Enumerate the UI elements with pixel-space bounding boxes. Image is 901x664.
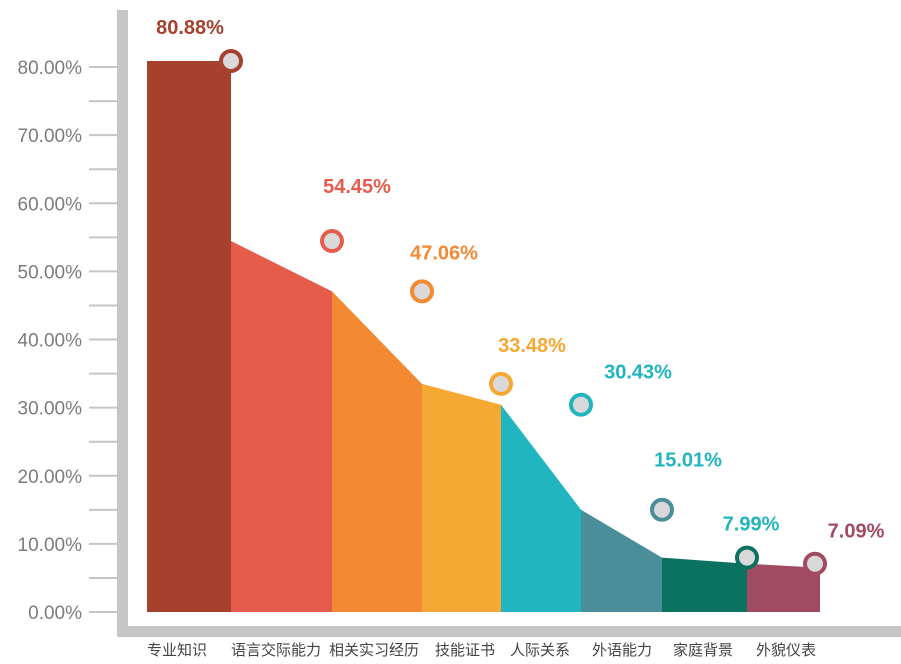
y-tick-label: 60.00% xyxy=(18,194,83,215)
data-point-marker xyxy=(320,229,344,254)
category-label: 外貌仪表 xyxy=(756,641,816,659)
y-tick-label: 20.00% xyxy=(18,467,83,488)
data-label: 7.99% xyxy=(723,514,780,536)
bar-8 xyxy=(747,563,820,612)
data-point-marker xyxy=(489,371,513,396)
data-label: 15.01% xyxy=(654,450,722,472)
data-point-marker xyxy=(569,392,593,417)
data-point-marker xyxy=(410,279,434,304)
bar-6 xyxy=(581,509,662,612)
data-label: 30.43% xyxy=(604,362,672,384)
data-label: 7.09% xyxy=(828,521,885,543)
y-tick-label: 30.00% xyxy=(18,399,83,420)
data-label: 47.06% xyxy=(410,242,478,264)
bar-2 xyxy=(231,241,332,612)
y-axis-line xyxy=(117,10,128,636)
bar-4 xyxy=(422,383,501,612)
data-label: 33.48% xyxy=(498,335,566,357)
data-point-marker xyxy=(650,497,674,522)
category-label: 家庭背景 xyxy=(673,641,733,659)
bar-3 xyxy=(332,291,422,612)
y-tick-label: 10.00% xyxy=(18,535,83,556)
category-label: 专业知识 xyxy=(147,641,207,659)
bar-5 xyxy=(501,404,581,612)
x-axis-line xyxy=(117,626,901,637)
y-tick-label: 0.00% xyxy=(28,603,82,624)
data-point-marker xyxy=(219,49,243,74)
category-label: 技能证书 xyxy=(435,641,495,659)
category-label: 语言交际能力 xyxy=(231,641,321,659)
data-label: 80.88% xyxy=(156,17,224,39)
data-point-marker xyxy=(803,551,827,576)
category-label: 外语能力 xyxy=(592,641,652,659)
y-tick-label: 70.00% xyxy=(18,126,83,147)
category-label: 相关实习经历 xyxy=(329,641,419,659)
data-point-marker xyxy=(735,545,759,570)
y-tick-label: 40.00% xyxy=(18,331,83,352)
data-label: 54.45% xyxy=(323,176,391,198)
bar-1 xyxy=(147,61,231,612)
category-label: 人际关系 xyxy=(510,641,570,659)
bar-7 xyxy=(662,557,747,612)
y-tick-label: 80.00% xyxy=(18,58,83,79)
y-tick-label: 50.00% xyxy=(18,262,83,283)
